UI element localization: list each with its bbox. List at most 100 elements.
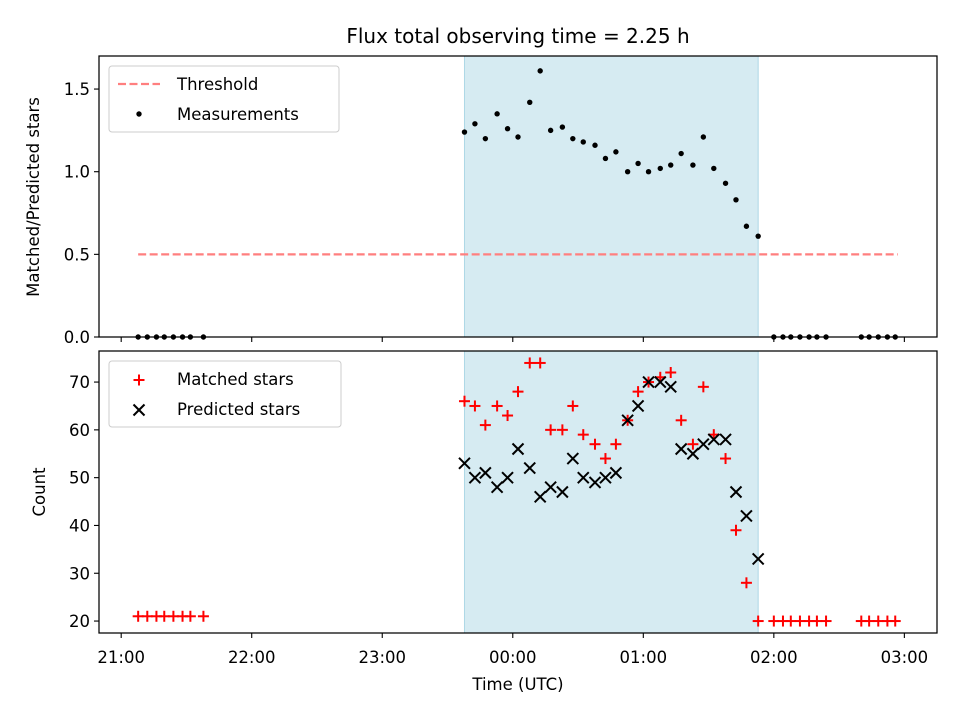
top-y-tick-label: 0.5 [64, 245, 90, 264]
matched-star-point [599, 453, 611, 465]
bottom-y-tick-label: 60 [69, 421, 90, 440]
predicted-star-point [588, 476, 602, 489]
predicted-star-point [654, 375, 667, 389]
bottom-y-tick-label: 70 [69, 373, 90, 392]
measurement-point [461, 129, 468, 135]
predicted-star-point [490, 481, 504, 494]
matched-star-point [740, 577, 752, 589]
bottom-x-tick-label: 02:00 [750, 648, 798, 667]
measurement-point [547, 127, 554, 134]
bottom-x-tick-label: 01:00 [620, 648, 668, 667]
legend-threshold-label: Threshold [176, 75, 258, 94]
matched-star-point [632, 386, 644, 398]
predicted-star-point [621, 414, 634, 427]
predicted-star-point [631, 399, 645, 413]
matched-star-point [197, 610, 209, 622]
legend-measurements-swatch [136, 111, 142, 117]
measurement-point [690, 162, 696, 168]
bottom-y-tick-label: 20 [69, 612, 90, 631]
bottom-shaded-span [463, 350, 759, 634]
predicted-star-point [577, 471, 590, 484]
matched-star-point [577, 429, 589, 441]
bottom-x-tick-label: 21:00 [97, 648, 145, 667]
legend-predicted-marker [132, 403, 146, 417]
matched-star-point [491, 400, 503, 412]
bottom-x-axis-label: Time (UTC) [471, 675, 563, 694]
measurement-point [570, 135, 576, 142]
legend-predicted-label: Predicted stars [177, 400, 300, 419]
bottom-x-tick-label: 22:00 [228, 648, 276, 667]
measurement-point [592, 142, 598, 148]
matched-star-point [730, 524, 742, 536]
bottom-x-axis: 21:00 22:00 23:00 00:00 01:00 02:00 03:00 [97, 633, 928, 667]
top-x-axis-ticks [120, 337, 905, 342]
predicted-star-point [674, 442, 688, 456]
ratio-panel: Flux total observing time = 2.25 h 0.00.… [24, 24, 938, 347]
predicted-star-point [751, 552, 765, 566]
predicted-star-point [468, 471, 482, 484]
measurement-point [755, 233, 761, 239]
predicted-star-point [511, 442, 525, 456]
measurement-point [494, 111, 500, 117]
predicted-star-point [686, 447, 700, 460]
top-plot-area [135, 68, 898, 340]
bottom-y-axis-label: Count [30, 467, 49, 517]
predicted-star-point [642, 375, 655, 389]
predicted-star-point [556, 485, 569, 499]
bottom-legend-frame [108, 360, 342, 428]
predicted-star-point [707, 433, 721, 446]
measurement-point [711, 165, 717, 172]
measurement-point [527, 99, 533, 105]
measurement-point [624, 169, 631, 175]
measurement-point [668, 162, 674, 168]
legend-matched-swatch [133, 374, 145, 386]
matched-star-point [889, 615, 901, 627]
matched-star-point [820, 615, 832, 627]
matched-star-point [458, 395, 470, 407]
matched-star-point [512, 386, 524, 398]
matched-star-point [469, 400, 481, 412]
matched-star-point [752, 615, 764, 627]
measurement-point [602, 155, 609, 162]
top-legend: Threshold Measurements [108, 65, 340, 133]
measurement-point [504, 126, 511, 132]
top-y-axis: 0.0 0.5 1.0 1.5 [64, 80, 99, 347]
predicted-star-point [544, 481, 557, 494]
measurement-point [515, 134, 521, 140]
measurement-point [580, 139, 586, 145]
matched-star-point [184, 610, 196, 622]
bottom-plot-area [132, 357, 901, 627]
measurement-point [678, 150, 684, 157]
predicted-star-point [719, 433, 732, 446]
bottom-y-tick-label: 50 [69, 469, 90, 488]
matched-star-point [610, 438, 622, 450]
legend-matched-label: Matched stars [177, 370, 294, 389]
predicted-star-point [479, 466, 492, 480]
matched-star-point [567, 400, 579, 412]
measurement-point [700, 134, 707, 140]
measurement-point [537, 68, 543, 74]
measurement-point [472, 121, 478, 127]
predicted-star-point [458, 457, 471, 470]
count-panel: 20 30 40 50 60 70 21:00 22:00 23:00 00:00 01:00 02… [30, 350, 938, 694]
bottom-y-tick-label: 40 [69, 516, 90, 535]
legend-predicted-swatch [132, 403, 146, 417]
bottom-y-tick-label: 30 [69, 564, 90, 583]
measurement-point [635, 160, 641, 167]
top-y-axis-label: Matched/Predicted stars [24, 97, 43, 297]
top-y-tick-label: 1.5 [64, 80, 90, 99]
predicted-star-point [501, 471, 514, 484]
bottom-legend: Matched stars Predicted stars [108, 360, 342, 428]
matched-star-point [675, 414, 687, 426]
top-legend-frame [108, 65, 340, 133]
measurement-point [645, 169, 652, 175]
matched-star-point [479, 419, 491, 431]
measurement-point [722, 180, 729, 186]
bottom-x-tick-label: 23:00 [358, 648, 406, 667]
predicted-star-point [533, 490, 547, 503]
bottom-x-tick-label: 03:00 [881, 648, 929, 667]
predicted-star-point [566, 452, 580, 465]
top-chart-title: Flux total observing time = 2.25 h [346, 24, 689, 48]
matched-star-point [697, 381, 709, 393]
matched-star-point [534, 357, 546, 369]
